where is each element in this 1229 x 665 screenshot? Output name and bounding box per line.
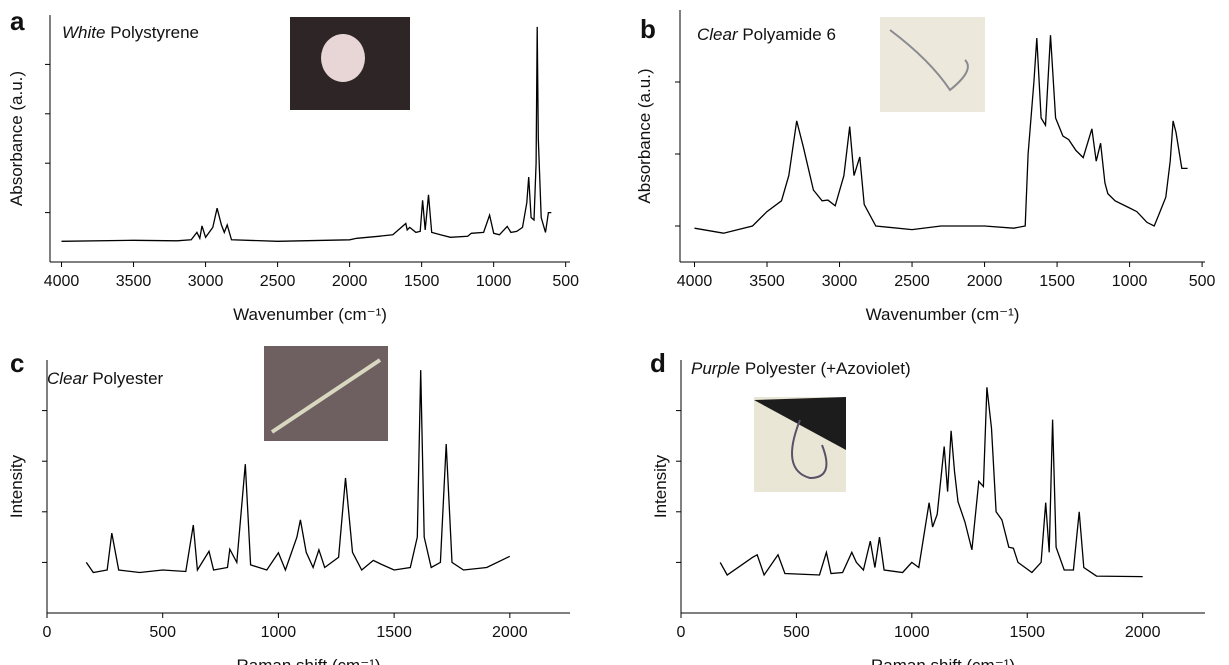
x-axis-label: Raman shift (cm⁻¹)	[236, 656, 380, 665]
page: {"chart_data": [ {"type": "line", "panel…	[0, 0, 1229, 665]
y-axis-label: Intensity	[7, 454, 26, 518]
title-text: Polyester	[88, 369, 164, 388]
x-tick-label: 2000	[1125, 624, 1161, 641]
title-text: Polystyrene	[105, 23, 199, 42]
y-axis-label: Intensity	[651, 454, 670, 518]
panel-letter: b	[640, 14, 656, 44]
title-text: Polyester (+Azoviolet)	[740, 359, 911, 378]
x-tick-label: 4000	[677, 273, 713, 290]
title-emphasis: Clear	[697, 25, 739, 44]
x-tick-label: 3000	[188, 273, 224, 290]
y-axis-label: Absorbance (a.u.)	[635, 68, 654, 203]
x-tick-label: 0	[677, 624, 686, 641]
title-emphasis: Purple	[691, 359, 740, 378]
x-tick-label: 1500	[376, 624, 412, 641]
panel-title: Clear Polyamide 6	[697, 25, 836, 44]
x-axis-label: Wavenumber (cm⁻¹)	[233, 305, 387, 324]
inset-photo	[880, 17, 985, 112]
x-tick-label: 1500	[404, 273, 440, 290]
x-axis-label: Raman shift (cm⁻¹)	[871, 656, 1015, 665]
y-axis-label: Absorbance (a.u.)	[7, 71, 26, 206]
panel-title: Clear Polyester	[47, 369, 164, 388]
panel-title: Purple Polyester (+Azoviolet)	[691, 359, 911, 378]
x-tick-label: 2500	[260, 273, 296, 290]
panel-letter: a	[10, 6, 25, 36]
x-tick-label: 2500	[894, 273, 930, 290]
title-emphasis: White	[62, 23, 105, 42]
x-tick-label: 1000	[476, 273, 512, 290]
x-tick-label: 2000	[967, 273, 1003, 290]
panel-title: White Polystyrene	[62, 23, 199, 42]
x-tick-label: 3500	[116, 273, 152, 290]
x-tick-label: 500	[552, 273, 579, 290]
x-axis-label: Wavenumber (cm⁻¹)	[866, 305, 1020, 324]
panel-letter: d	[650, 348, 666, 378]
title-text: Polyamide 6	[738, 25, 836, 44]
x-tick-label: 1000	[1112, 273, 1148, 290]
x-tick-label: 0	[43, 624, 52, 641]
title-emphasis: Clear	[47, 369, 89, 388]
figure: Purple Polyester (+Azoviolet) d Intensity R…	[0, 0, 1229, 665]
x-tick-label: 500	[1189, 273, 1216, 290]
x-tick-label: 3000	[822, 273, 858, 290]
x-tick-label: 1000	[894, 624, 930, 641]
x-tick-label: 500	[149, 624, 176, 641]
x-tick-label: 1500	[1009, 624, 1045, 641]
x-tick-label: 2000	[492, 624, 528, 641]
x-tick-label: 500	[783, 624, 810, 641]
panel-letter: c	[10, 348, 24, 378]
inset-photo	[321, 34, 365, 82]
x-tick-label: 1000	[261, 624, 297, 641]
x-tick-label: 3500	[749, 273, 785, 290]
x-tick-label: 1500	[1039, 273, 1075, 290]
x-tick-label: 2000	[332, 273, 368, 290]
x-tick-label: 4000	[44, 273, 80, 290]
